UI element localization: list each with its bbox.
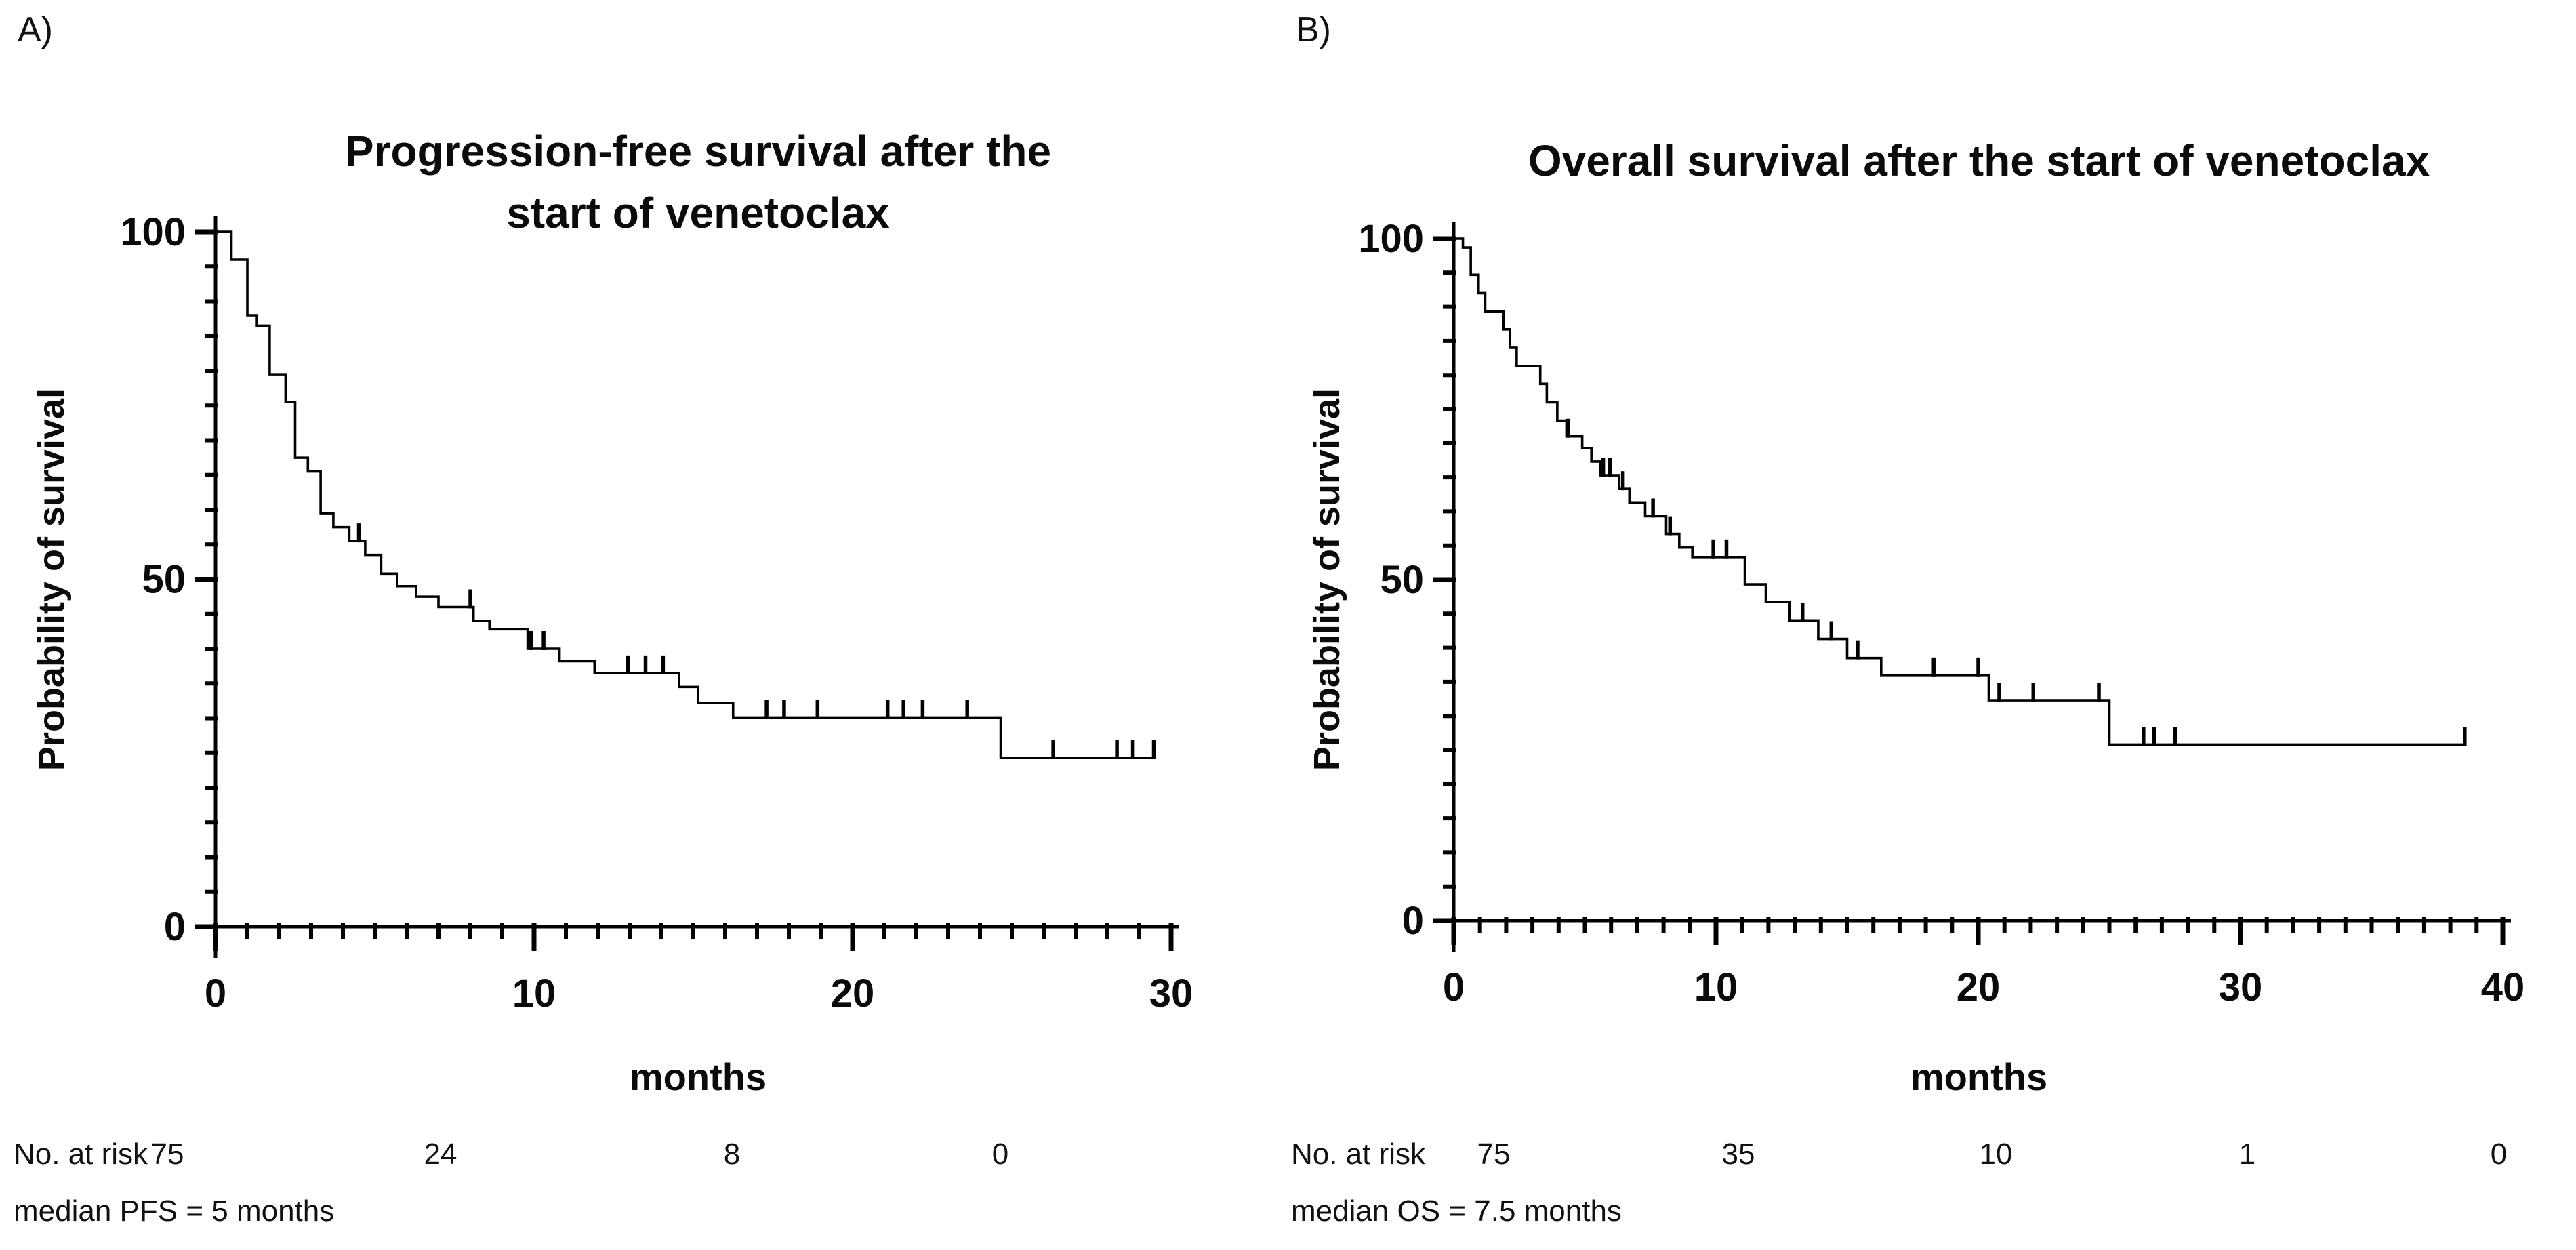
- panel-a-at-risk-value: 75: [150, 1137, 184, 1171]
- panel-a-label: A): [18, 10, 53, 49]
- panel-a-at-risk-label: No. at risk: [14, 1137, 148, 1171]
- x-tick-label: 30: [2219, 965, 2263, 1009]
- panel-a-title: Progression-free survival after the star…: [345, 121, 1051, 244]
- panel-a-at-risk-value: 8: [723, 1137, 741, 1171]
- panel-b-km-plot: 0 50 100 0 10 20 30 40: [1358, 217, 2525, 1009]
- panel-a-title-line2: start of venetoclax: [506, 188, 890, 237]
- y-tick-label: 0: [164, 905, 186, 949]
- x-tick-label: 20: [831, 971, 875, 1015]
- panel-b-at-risk-label: No. at risk: [1291, 1137, 1426, 1171]
- panel-a-median-annotation: median PFS = 5 months: [14, 1194, 335, 1228]
- panel-b-title-line1: Overall survival after the start of vene…: [1528, 136, 2430, 185]
- x-tick-label: 10: [1694, 965, 1738, 1009]
- km-curve: [216, 230, 1156, 759]
- panel-b-label: B): [1296, 10, 1331, 49]
- panel-b-at-risk-value: 10: [1979, 1137, 2013, 1171]
- km-curve: [1454, 237, 2466, 746]
- panel-b-at-risk-value: 0: [2490, 1137, 2508, 1171]
- panel-b-x-axis-title: months: [1910, 1055, 2048, 1098]
- x-tick-label: 0: [1443, 965, 1465, 1009]
- panel-a-km-plot: 0 50 100 0 10 20 30: [120, 210, 1193, 1015]
- panel-a-at-risk-value: 24: [424, 1137, 457, 1171]
- panel-b-at-risk-value: 1: [2238, 1137, 2256, 1171]
- y-tick-label: 100: [1358, 217, 1424, 261]
- panel-a-at-risk-value: 0: [991, 1137, 1009, 1171]
- x-tick-label: 40: [2481, 965, 2525, 1009]
- y-tick-label: 100: [120, 210, 186, 254]
- panel-a-title-line1: Progression-free survival after the: [344, 127, 1052, 176]
- panel-b-at-risk-value: 35: [1721, 1137, 1755, 1171]
- panel-b-title: Overall survival after the start of vene…: [1528, 130, 2430, 192]
- x-tick-label: 20: [1957, 965, 2001, 1009]
- x-tick-label: 10: [512, 971, 556, 1015]
- y-tick-label: 50: [142, 558, 186, 602]
- panel-b-median-annotation: median OS = 7.5 months: [1291, 1194, 1622, 1228]
- panel-b-at-risk-value: 75: [1477, 1137, 1511, 1171]
- panel-a-x-axis-title: months: [629, 1055, 767, 1098]
- x-tick-label: 30: [1149, 971, 1193, 1015]
- y-tick-label: 50: [1380, 558, 1424, 602]
- x-tick-label: 0: [205, 971, 226, 1015]
- y-tick-label: 0: [1402, 899, 1424, 943]
